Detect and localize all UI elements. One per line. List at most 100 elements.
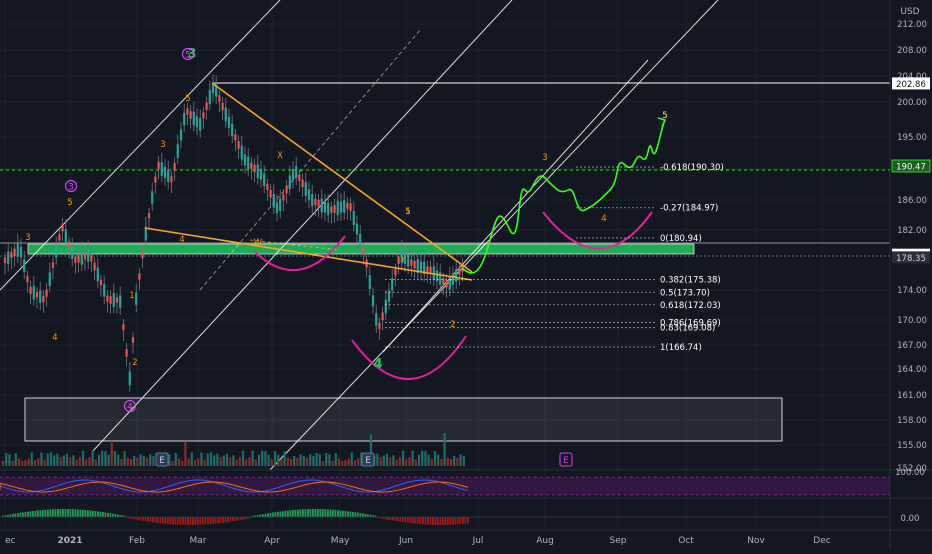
volume-bar	[325, 453, 328, 466]
volume-bar	[453, 456, 456, 466]
candle-body	[311, 193, 314, 207]
wave-label-minor: 3	[25, 233, 30, 243]
event-marker-label: E	[159, 456, 164, 466]
macd-bar	[174, 517, 177, 525]
volume-bar	[206, 453, 209, 466]
volume-bar	[65, 453, 69, 466]
y-tick-label: 200.00	[897, 98, 927, 108]
wave-label-major: 3	[187, 47, 196, 62]
candle-body	[426, 266, 429, 273]
volume-bar	[459, 454, 462, 466]
volume-bar	[305, 457, 309, 466]
candle-body	[39, 290, 42, 303]
volume-bar	[187, 458, 190, 466]
candle-body	[83, 253, 87, 260]
candle-body	[381, 312, 384, 320]
candle-body	[355, 223, 359, 235]
candle-body	[304, 182, 307, 196]
candle-body	[215, 84, 218, 97]
candle-body	[407, 254, 410, 267]
macd-bar	[357, 512, 359, 517]
macd-bar	[434, 517, 437, 525]
candle-body	[413, 260, 416, 269]
candle-body	[144, 226, 147, 241]
macd-bar	[57, 509, 59, 517]
candle-body	[237, 141, 240, 149]
volume-bar	[238, 457, 241, 466]
macd-bar	[209, 517, 212, 525]
candle-body	[135, 292, 138, 305]
wave-label-minor: 5	[662, 111, 667, 121]
candle-body	[195, 116, 199, 128]
y-tick-label: 182.00	[897, 226, 927, 236]
candle-body	[384, 299, 387, 314]
volume-bar	[152, 456, 155, 466]
macd-bar	[194, 517, 197, 525]
candle-body	[7, 251, 10, 264]
volume-bar	[462, 456, 465, 466]
macd-bar	[214, 517, 217, 524]
candle-body	[61, 223, 64, 232]
candle-body	[19, 246, 23, 258]
volume-bar	[136, 457, 139, 466]
macd-bar	[129, 517, 132, 519]
macd-bar	[157, 517, 159, 523]
macd-bar	[159, 517, 162, 524]
fib-label: 0.618(172.03)	[660, 301, 721, 311]
macd-bar	[432, 517, 434, 525]
macd-bar	[339, 510, 342, 517]
channel-midline	[199, 29, 421, 291]
macd-bar	[379, 517, 382, 519]
volume-bar	[341, 460, 344, 466]
macd-bar	[167, 517, 169, 525]
macd-bar	[349, 511, 352, 517]
candle-body	[42, 295, 45, 302]
volume-bar	[328, 454, 331, 466]
macd-bar	[139, 517, 142, 521]
volume-bar	[267, 454, 270, 466]
macd-bar	[307, 509, 309, 517]
volume-bar	[449, 459, 453, 466]
macd-bar	[147, 517, 149, 522]
candle-body	[112, 293, 115, 307]
candle-body	[186, 108, 189, 115]
candle-body	[387, 290, 391, 302]
candle-body	[71, 246, 74, 259]
x-tick-label: Aug	[536, 536, 554, 546]
candle-body	[397, 256, 400, 264]
macd-bar	[287, 510, 289, 517]
macd-bar	[97, 511, 99, 517]
candle-body	[243, 154, 247, 166]
oscillator-k	[0, 479, 469, 493]
volume-bar	[401, 450, 405, 466]
volume-bar	[17, 458, 21, 466]
price-label-text: 178.35	[896, 254, 926, 264]
volume-bar	[334, 453, 337, 466]
volume-bar	[273, 451, 277, 466]
arc-1	[254, 235, 346, 272]
x-tick-label: Oct	[678, 536, 694, 546]
volume-bar	[392, 455, 395, 466]
macd-bar	[54, 509, 57, 517]
wave-label-minor: Y	[399, 255, 406, 265]
volume-bar	[72, 455, 75, 466]
volume-bar	[299, 454, 302, 466]
volume-bar	[59, 457, 62, 466]
x-tick-label: ec	[5, 536, 16, 546]
macd-bar	[227, 517, 229, 522]
volume-bar	[456, 457, 459, 466]
volume-bar	[14, 453, 17, 466]
macd-bar	[239, 517, 242, 521]
macd-bar	[102, 512, 104, 517]
candle-body	[99, 279, 103, 286]
candle-body	[429, 266, 432, 275]
volume-bar	[440, 459, 443, 466]
macd-bar	[99, 511, 102, 517]
wave-label-minor: 1	[129, 291, 134, 301]
macd-bar	[429, 517, 432, 525]
volume-bar	[27, 458, 30, 466]
volume-bar	[123, 451, 126, 466]
